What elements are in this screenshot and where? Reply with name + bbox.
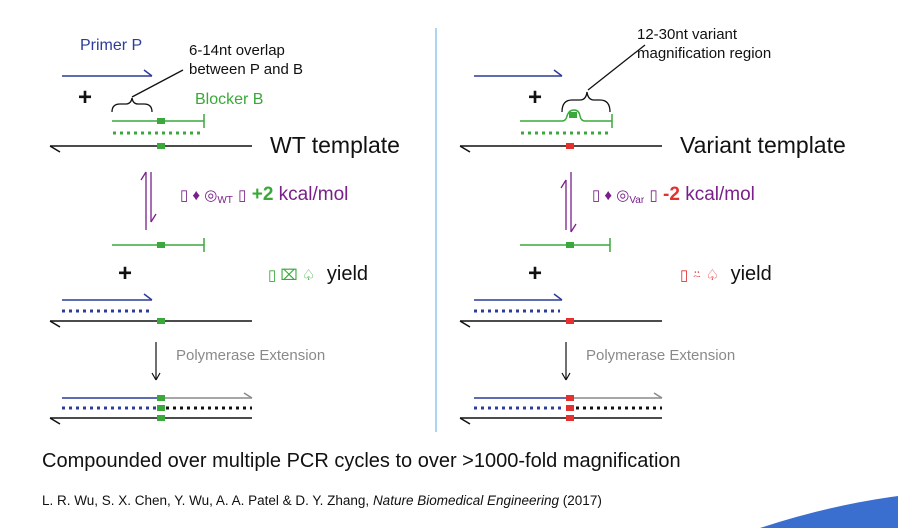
right-energy-value: -2 [663,184,680,205]
left-energy-subscript: WT [217,195,233,206]
right-region-brace [561,91,611,113]
left-template-bound [49,318,252,328]
left-extension-label: Polymerase Extension [176,347,326,364]
primer-p-label: Primer P [80,37,143,54]
citation-journal: Nature Biomedical Engineering [372,493,560,508]
left-blocker-strand [112,114,205,128]
left-extended-product [62,392,253,401]
overlap-note-line1: 6-14nt overlap [189,42,285,59]
left-primer-bound [62,293,153,301]
right-yield-text: yield [730,263,772,285]
overlap-note-line2: between P and B [189,61,303,78]
right-product-template [459,415,662,425]
left-energy-label: ▯ ♦ ◎WT ▯ +2 kcal/mol [180,185,348,206]
citation-year: (2017) [559,493,602,508]
citation: L. R. Wu, S. X. Chen, Y. Wu, A. A. Patel… [42,494,602,508]
right-template-bound [459,318,662,328]
right-equilibrium-arrows [560,172,577,233]
right-plus-top: + [528,84,543,111]
caption: Compounded over multiple PCR cycles to o… [42,450,681,472]
right-extension-label: Polymerase Extension [586,347,736,364]
right-region-pointer [587,44,646,91]
left-yield-label: ▯ ⌧ ♤ yield [268,264,368,284]
right-variant-template-strand [459,143,662,153]
left-overlap-brace [111,97,153,113]
region-note: 12-30nt variant magnification region [637,25,771,63]
region-note-line1: 12-30nt variant [637,26,738,43]
right-blocker-strand [520,109,613,128]
right-energy-unit: kcal/mol [685,184,755,205]
left-product-mark-top [157,405,165,411]
left-primer-arrow [62,69,153,77]
left-plus-bottom: + [118,260,133,287]
overlap-note: 6-14nt overlap between P and B [189,41,303,79]
right-extension-arrow [561,342,571,381]
left-wt-template-strand [49,143,252,153]
left-energy-symbol: ▯ ♦ ◎ [180,187,218,204]
left-yield-text: yield [326,263,369,285]
citation-authors: L. R. Wu, S. X. Chen, Y. Wu, A. A. Patel… [42,493,373,508]
corner-accent [760,496,898,528]
right-plus-bottom: + [528,260,543,287]
left-equilibrium-arrows [140,171,157,230]
blocker-b-label: Blocker B [195,91,264,108]
variant-template-label: Variant template [680,132,846,158]
left-free-blocker [112,238,205,252]
left-energy-symbol-tail: ▯ [238,187,247,204]
right-energy-symbol: ▯ ♦ ◎ [592,187,630,204]
right-free-blocker [520,238,611,252]
right-extended-product [474,392,663,401]
left-energy-value: +2 [251,184,274,205]
left-product-template [49,415,252,425]
right-energy-symbol-tail: ▯ [649,187,658,204]
right-primer-arrow [474,69,563,77]
right-product-mark-top [566,405,574,411]
left-energy-unit: kcal/mol [278,184,349,205]
right-energy-subscript: Var [629,195,645,206]
left-overlap-pointer [131,69,184,98]
left-yield-symbol: ▯ ⌧ ♤ [268,267,316,284]
region-note-line2: magnification region [637,45,772,62]
left-plus-top: + [78,84,93,111]
right-primer-bound [474,293,563,301]
right-energy-label: ▯ ♦ ◎Var ▯ -2 kcal/mol [592,185,755,206]
right-yield-label: ▯ ⍨ ♤ yield [680,264,772,284]
left-extension-arrow [151,342,161,381]
wt-template-label: WT template [270,132,400,158]
right-yield-symbol: ▯ ⍨ ♤ [680,267,720,284]
